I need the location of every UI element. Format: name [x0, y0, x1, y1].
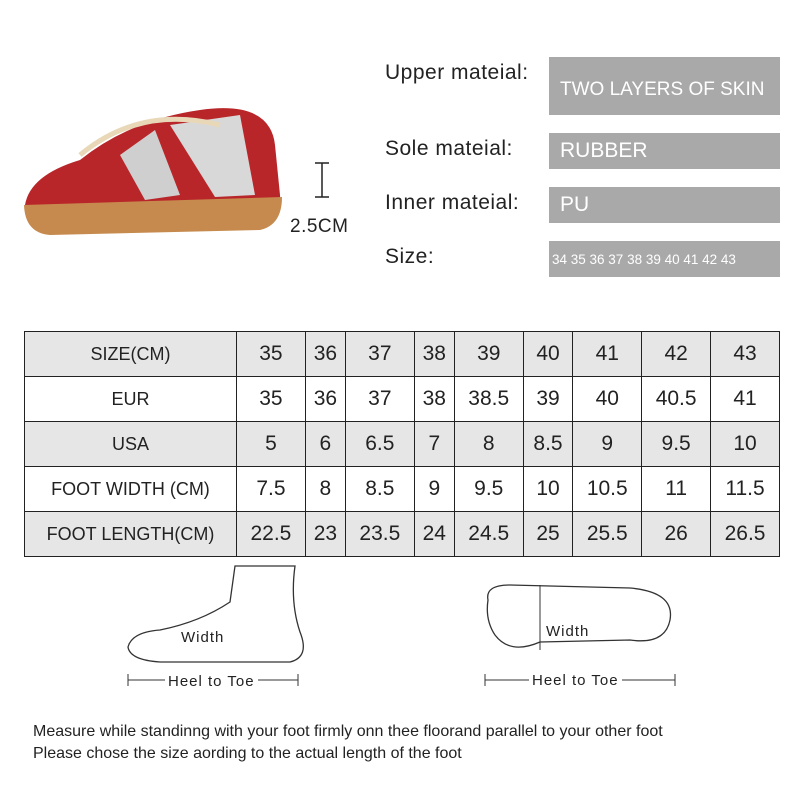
side-length-label: Heel to Toe [165, 673, 258, 690]
table-cell: 39 [522, 376, 574, 422]
table-cell: 7.5 [236, 466, 306, 512]
spec-label-inner: Inner mateial: [385, 191, 520, 214]
table-cell: 36 [304, 331, 346, 377]
table-cell: 35 [236, 376, 306, 422]
height-label: 2.5CM [290, 216, 349, 237]
table-cell: 10 [710, 421, 780, 467]
table-cell: 6.5 [344, 421, 415, 467]
spec-label-upper: Upper mateial: [385, 61, 529, 84]
table-cell: 5 [236, 421, 306, 467]
table-cell: 9 [572, 421, 643, 467]
row-header: FOOT LENGTH(CM) [24, 511, 237, 557]
table-cell: 40 [572, 376, 643, 422]
table-cell: 10.5 [572, 466, 643, 512]
spec-value-upper: TWO LAYERS OF SKIN [549, 57, 780, 115]
row-header: USA [24, 421, 237, 467]
shoe-image [24, 108, 282, 235]
table-cell: 24.5 [453, 511, 524, 557]
table-cell: 26 [641, 511, 712, 557]
table-cell: 40 [522, 331, 574, 377]
table-cell: 24 [413, 511, 455, 557]
table-cell: 38 [413, 331, 455, 377]
table-cell: 38.5 [453, 376, 524, 422]
row-header: FOOT WIDTH (CM) [24, 466, 237, 512]
table-cell: 6 [304, 421, 346, 467]
table-cell: 23.5 [344, 511, 415, 557]
note-line-1: Measure while standinng with your foot f… [33, 723, 663, 740]
table-cell: 37 [344, 331, 415, 377]
table-cell: 35 [236, 331, 306, 377]
note-line-2: Please chose the size aording to the act… [33, 745, 462, 762]
table-cell: 26.5 [710, 511, 780, 557]
side-width-label: Width [181, 629, 225, 646]
table-cell: 22.5 [236, 511, 306, 557]
table-row: EUR 35 36 37 38 38.5 39 40 40.5 41 [24, 376, 780, 422]
table-cell: 11.5 [710, 466, 780, 512]
table-row: FOOT LENGTH(CM) 22.5 23 23.5 24 24.5 25 25.5 26 2… [24, 511, 780, 557]
table-cell: 10 [522, 466, 574, 512]
spec-label-size: Size: [385, 245, 435, 268]
table-cell: 39 [453, 331, 524, 377]
table-cell: 7 [413, 421, 455, 467]
table-row: SIZE(CM) 35 36 37 38 39 40 41 42 43 [24, 331, 780, 377]
foot-side-diagram [127, 565, 304, 686]
table-cell: 8.5 [344, 466, 415, 512]
table-cell: 25 [522, 511, 574, 557]
table-cell: 42 [641, 331, 712, 377]
table-cell: 9 [413, 466, 455, 512]
sole-length-label: Heel to Toe [529, 672, 622, 689]
table-cell: 11 [641, 466, 712, 512]
table-cell: 41 [710, 376, 780, 422]
row-header: EUR [24, 376, 237, 422]
spec-label-sole: Sole mateial: [385, 137, 513, 160]
table-cell: 9.5 [641, 421, 712, 467]
table-cell: 43 [710, 331, 780, 377]
table-cell: 8 [304, 466, 346, 512]
table-cell: 38 [413, 376, 455, 422]
table-row: FOOT WIDTH (CM) 7.5 8 8.5 9 9.5 10 10.5 11 11.5 [24, 466, 780, 512]
sole-width-label: Width [546, 623, 590, 640]
table-cell: 8.5 [522, 421, 574, 467]
table-cell: 37 [344, 376, 415, 422]
table-cell: 40.5 [641, 376, 712, 422]
table-cell: 36 [304, 376, 346, 422]
spec-value-inner: PU [549, 187, 780, 223]
height-indicator-icon [315, 162, 329, 198]
table-cell: 8 [453, 421, 524, 467]
table-cell: 23 [304, 511, 346, 557]
spec-value-sole: RUBBER [549, 133, 780, 169]
table-cell: 41 [572, 331, 643, 377]
row-header: SIZE(CM) [24, 331, 237, 377]
table-cell: 9.5 [453, 466, 524, 512]
spec-value-size: 34 35 36 37 38 39 40 41 42 43 [549, 241, 780, 277]
table-cell: 25.5 [572, 511, 643, 557]
size-table: SIZE(CM) 35 36 37 38 39 40 41 42 43 EUR 35 36 37 38 38.… [24, 331, 780, 557]
table-row: USA 5 6 6.5 7 8 8.5 9 9.5 10 [24, 421, 780, 467]
